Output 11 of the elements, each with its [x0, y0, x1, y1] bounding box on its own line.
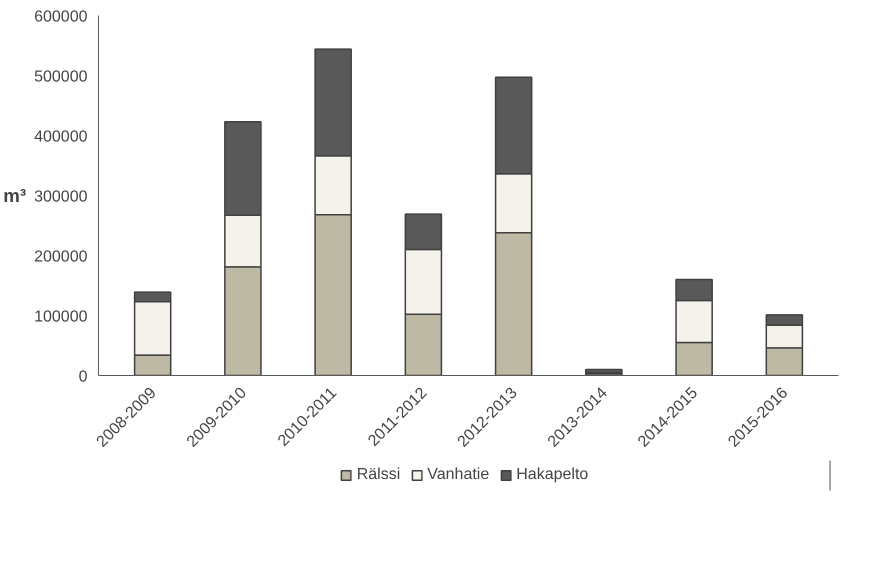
y-tick-label: 200000: [34, 248, 88, 266]
legend-label: Hakapelto: [516, 466, 588, 484]
y-axis-title: m³: [3, 185, 26, 206]
y-tick-label: 400000: [34, 128, 88, 146]
y-tick-label: 500000: [34, 68, 88, 86]
y-tick-label: 600000: [34, 8, 88, 26]
y-tick-label: 100000: [34, 308, 88, 326]
legend-label: Rälssi: [356, 466, 400, 484]
y-tick-label: 300000: [34, 188, 88, 206]
y-tick-label: 0: [78, 368, 88, 386]
legend-label: Vanhatie: [427, 466, 490, 484]
